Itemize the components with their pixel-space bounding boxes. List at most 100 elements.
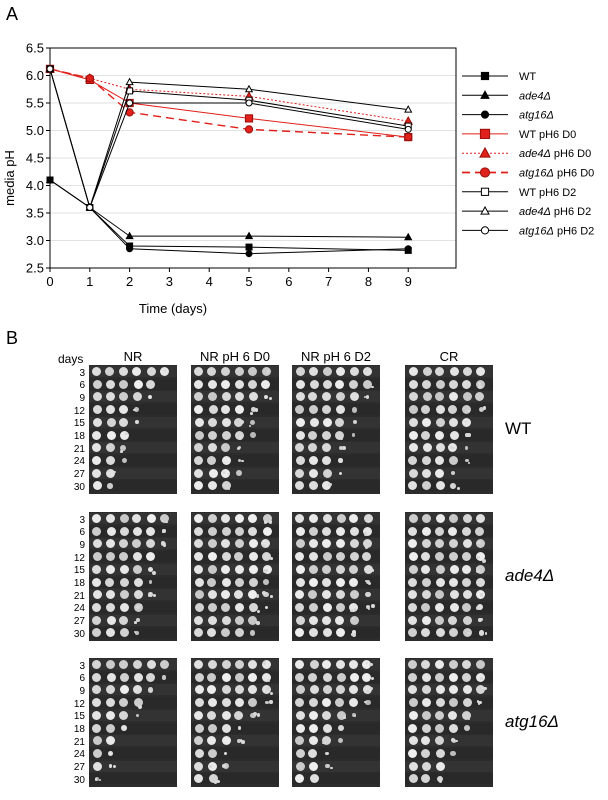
yeast-colony bbox=[140, 604, 143, 607]
yeast-spot bbox=[262, 526, 272, 536]
yeast-spot bbox=[322, 698, 332, 708]
yeast-spot bbox=[92, 367, 102, 376]
spot-row bbox=[405, 442, 493, 454]
yeast-spot bbox=[235, 602, 245, 612]
yeast-spot bbox=[222, 417, 232, 427]
yeast-spot bbox=[194, 514, 204, 523]
y-axis-title: media pH bbox=[2, 150, 17, 206]
yeast-spot bbox=[448, 539, 458, 549]
yeast-spot bbox=[349, 615, 359, 625]
day-label: 30 bbox=[73, 628, 85, 640]
yeast-spot bbox=[221, 539, 231, 549]
yeast-spot bbox=[119, 405, 129, 415]
yeast-spot bbox=[308, 481, 318, 491]
yeast-spot bbox=[194, 590, 204, 600]
yeast-spot bbox=[107, 483, 113, 489]
yeast-spot bbox=[409, 552, 419, 562]
yeast-spot bbox=[146, 367, 156, 376]
yeast-spot bbox=[295, 628, 305, 638]
spot-row bbox=[292, 416, 380, 428]
yeast-spot bbox=[362, 685, 372, 695]
yeast-spot bbox=[336, 514, 346, 523]
yeast-spot bbox=[335, 577, 345, 587]
yeast-spot bbox=[295, 602, 305, 612]
yeast-spot bbox=[105, 577, 115, 587]
yeast-spot bbox=[132, 514, 142, 523]
yeast-spot bbox=[247, 672, 257, 682]
yeast-spot bbox=[106, 552, 116, 562]
spot-row bbox=[89, 467, 177, 479]
yeast-colony bbox=[467, 433, 471, 437]
yeast-spot bbox=[448, 405, 458, 415]
yeast-spot bbox=[194, 672, 204, 682]
yeast-spot bbox=[436, 417, 446, 427]
spot-row bbox=[191, 709, 279, 721]
yeast-spot bbox=[208, 602, 218, 612]
yeast-spot bbox=[148, 580, 153, 584]
yeast-spot bbox=[135, 420, 139, 425]
yeast-spot bbox=[348, 564, 358, 574]
yeast-spot bbox=[321, 710, 331, 720]
yeast-spot bbox=[435, 564, 445, 574]
spot-row bbox=[292, 513, 380, 524]
yeast-spot bbox=[105, 367, 115, 376]
legend-marker bbox=[479, 128, 491, 140]
yeast-spot bbox=[222, 615, 232, 625]
legend-marker bbox=[480, 90, 490, 99]
yeast-colony bbox=[161, 519, 165, 522]
yeast-spot bbox=[119, 660, 129, 669]
yeast-colony bbox=[121, 728, 124, 731]
spot-row bbox=[405, 671, 493, 683]
yeast-colony bbox=[250, 411, 254, 415]
yeast-spot bbox=[422, 615, 431, 625]
data-point bbox=[125, 231, 134, 240]
spot-row bbox=[89, 735, 177, 747]
spot-row bbox=[292, 378, 380, 390]
yeast-spot bbox=[91, 723, 101, 733]
yeast-spot bbox=[450, 470, 456, 476]
yeast-spot bbox=[308, 590, 318, 600]
day-label: 6 bbox=[79, 673, 85, 685]
yeast-spot bbox=[435, 552, 445, 562]
legend-label: atg16Δ bbox=[519, 110, 554, 122]
yeast-spot bbox=[105, 392, 115, 402]
yeast-spot bbox=[448, 577, 458, 587]
data-point bbox=[245, 250, 253, 258]
yeast-spot bbox=[462, 590, 472, 600]
yeast-spot bbox=[434, 468, 444, 478]
yeast-spot bbox=[237, 738, 242, 743]
yeast-colony bbox=[456, 486, 461, 491]
yeast-spot bbox=[408, 723, 418, 733]
yeast-spot bbox=[92, 481, 102, 491]
spot-row bbox=[191, 684, 279, 696]
yeast-spot bbox=[308, 672, 318, 682]
yeast-spot bbox=[193, 628, 203, 638]
spot-row bbox=[405, 454, 493, 466]
spot-row bbox=[191, 601, 279, 614]
yeast-colony bbox=[352, 617, 355, 620]
yeast-spot bbox=[295, 468, 305, 478]
yeast-spot bbox=[309, 698, 319, 708]
yeast-spot bbox=[422, 685, 432, 695]
yeast-spot bbox=[294, 698, 304, 708]
yeast-spot bbox=[364, 699, 371, 706]
yeast-spot bbox=[248, 514, 258, 523]
legend-marker bbox=[480, 205, 490, 215]
yeast-spot bbox=[193, 379, 203, 389]
yeast-spot bbox=[408, 417, 418, 427]
yeast-colony bbox=[150, 689, 153, 692]
spot-row bbox=[191, 429, 279, 441]
spot-plate bbox=[191, 658, 279, 787]
spot-row bbox=[405, 429, 493, 441]
yeast-spot bbox=[295, 552, 304, 562]
legend-label: WT pH6 D2 bbox=[519, 187, 576, 199]
yeast-colony bbox=[149, 676, 152, 680]
spot-row bbox=[89, 378, 177, 390]
yeast-spot bbox=[321, 660, 331, 669]
yeast-spot bbox=[207, 552, 217, 562]
yeast-spot bbox=[322, 672, 332, 682]
yeast-spot bbox=[409, 698, 419, 708]
yeast-spot bbox=[262, 514, 272, 523]
yeast-spot bbox=[120, 602, 130, 612]
yeast-colony bbox=[123, 421, 128, 426]
